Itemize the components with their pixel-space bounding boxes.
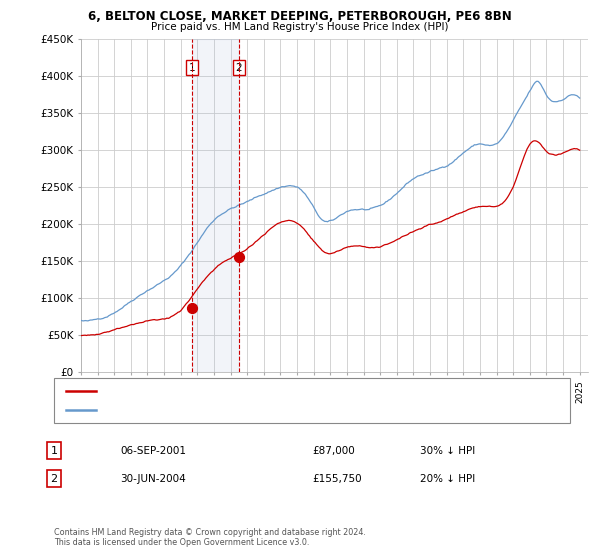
Text: Price paid vs. HM Land Registry's House Price Index (HPI): Price paid vs. HM Land Registry's House … [151, 22, 449, 32]
Text: £87,000: £87,000 [312, 446, 355, 456]
Text: HPI: Average price, detached house, South Kesteven: HPI: Average price, detached house, Sout… [102, 406, 329, 415]
Text: 6, BELTON CLOSE, MARKET DEEPING, PETERBOROUGH, PE6 8BN: 6, BELTON CLOSE, MARKET DEEPING, PETERBO… [88, 10, 512, 23]
Bar [192, 39, 239, 372]
Text: 30-JUN-2004: 30-JUN-2004 [120, 474, 186, 484]
Point [187, 304, 197, 312]
Text: 06-SEP-2001: 06-SEP-2001 [120, 446, 186, 456]
Text: 1: 1 [188, 63, 195, 73]
Text: 1: 1 [50, 446, 58, 456]
Text: 30% ↓ HPI: 30% ↓ HPI [420, 446, 475, 456]
Text: 2: 2 [236, 63, 242, 73]
Text: £155,750: £155,750 [312, 474, 362, 484]
Text: 2: 2 [50, 474, 58, 484]
Text: Contains HM Land Registry data © Crown copyright and database right 2024.
This d: Contains HM Land Registry data © Crown c… [54, 528, 366, 547]
Text: 6, BELTON CLOSE, MARKET DEEPING, PETERBOROUGH, PE6 8BN (detached house): 6, BELTON CLOSE, MARKET DEEPING, PETERBO… [102, 386, 459, 395]
Point [234, 253, 244, 262]
Text: 20% ↓ HPI: 20% ↓ HPI [420, 474, 475, 484]
